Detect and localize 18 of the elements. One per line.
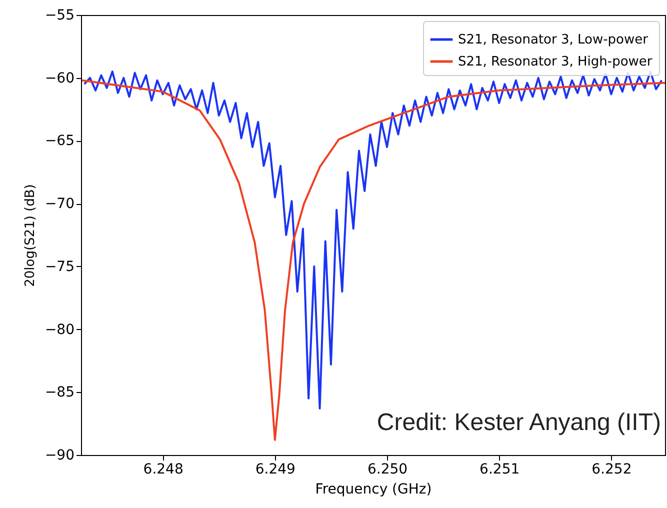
x-tick-label: 6.250 [367, 462, 408, 478]
y-tick-label: −80 [44, 322, 74, 338]
x-tick-label: 6.251 [480, 462, 520, 478]
y-tick-label: −85 [44, 384, 74, 401]
annotation: Credit: Kester Anyang (IIT) [376, 409, 661, 436]
x-tick-label: 6.252 [592, 462, 632, 478]
y-tick-label: −65 [44, 133, 74, 150]
y-axis-title: 20log(S21) (dB) [22, 184, 38, 287]
y-tick-label: −60 [44, 70, 74, 86]
legend-label: S21, Resonator 3, Low-power [458, 32, 649, 48]
y-tick-label: −70 [44, 196, 74, 212]
y-tick-label: −90 [44, 448, 74, 464]
legend-label: S21, Resonator 3, High-power [458, 54, 653, 70]
x-tick-label: 6.248 [143, 462, 184, 478]
x-tick-label: 6.249 [255, 462, 296, 478]
x-axis-title: Frequency (GHz) [315, 482, 432, 498]
y-tick-label: −75 [44, 258, 74, 275]
y-tick-label: −55 [44, 8, 74, 24]
